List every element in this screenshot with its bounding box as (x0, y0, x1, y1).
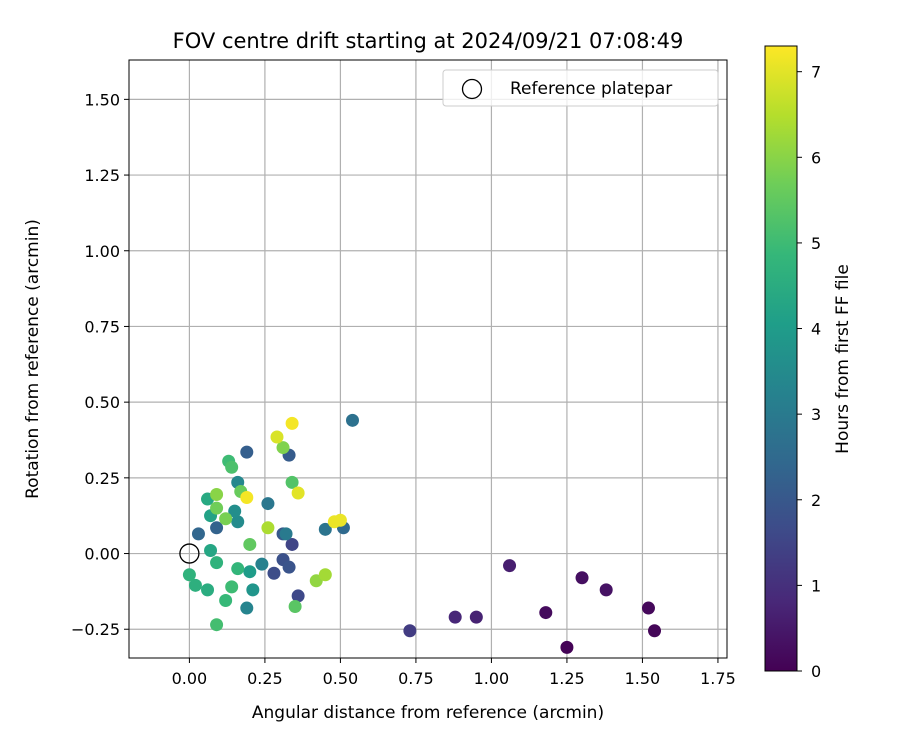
data-point (333, 513, 347, 527)
data-point (188, 578, 202, 592)
data-points (182, 413, 662, 654)
colorbar-tick-label: 1 (811, 576, 821, 595)
data-point (225, 580, 239, 594)
colorbar-label: Hours from first FF file (833, 264, 853, 454)
x-axis-ticks: 0.00 0.25 0.50 0.75 1.00 1.25 1.50 1.75 (172, 658, 736, 688)
data-point (210, 618, 224, 632)
y-axis-label: Rotation from reference (arcmin) (23, 219, 43, 499)
y-tick-label: 0.50 (84, 393, 120, 412)
data-point (285, 416, 299, 430)
y-tick-label: 1.00 (84, 242, 120, 261)
x-tick-label: 0.25 (247, 669, 283, 688)
y-tick-label: 1.50 (84, 90, 120, 109)
data-point (318, 568, 332, 582)
data-point (240, 445, 254, 459)
data-point (255, 557, 269, 571)
data-point (191, 527, 205, 541)
colorbar-tick-label: 2 (811, 491, 821, 510)
data-point (291, 486, 305, 500)
data-point (210, 487, 224, 501)
data-point (243, 537, 257, 551)
x-tick-label: 1.00 (474, 669, 510, 688)
data-point (267, 566, 281, 580)
colorbar: 0 1 2 3 4 5 6 7 Hours from first FF file (764, 45, 853, 681)
x-tick-label: 1.75 (700, 669, 736, 688)
x-tick-label: 0.75 (398, 669, 434, 688)
data-point (448, 610, 462, 624)
data-point (279, 527, 293, 541)
data-point (225, 460, 239, 474)
data-point (282, 560, 296, 574)
data-point (219, 512, 233, 526)
data-point (201, 583, 215, 597)
y-tick-label: 0.75 (84, 317, 120, 336)
x-tick-label: 0.00 (172, 669, 208, 688)
colorbar-tick-label: 5 (811, 234, 821, 253)
x-tick-label: 1.25 (549, 669, 585, 688)
data-point (240, 491, 254, 505)
data-point (291, 589, 305, 603)
y-axis-ticks: −0.25 0.00 0.25 0.50 0.75 1.00 1.25 1.50 (71, 90, 129, 639)
legend-label: Reference platepar (510, 79, 672, 99)
data-point (648, 624, 662, 638)
legend: Reference platepar (442, 69, 719, 107)
data-point (219, 593, 233, 607)
data-point (261, 521, 275, 535)
y-tick-label: 0.00 (84, 545, 120, 564)
plot-frame (128, 59, 728, 659)
data-point (469, 610, 483, 624)
data-point (210, 501, 224, 515)
colorbar-frame (764, 45, 798, 672)
data-point (599, 583, 613, 597)
colorbar-tick-label: 0 (811, 662, 821, 681)
chart-title: FOV centre drift starting at 2024/09/21 … (173, 29, 684, 53)
data-point (345, 413, 359, 427)
data-point (231, 515, 245, 529)
y-tick-label: 1.25 (84, 166, 120, 185)
data-point (243, 565, 257, 579)
data-point (276, 441, 290, 455)
plot-area (129, 60, 727, 658)
x-tick-label: 0.50 (323, 669, 359, 688)
x-tick-label: 1.50 (625, 669, 661, 688)
data-point (210, 556, 224, 570)
reference-marker-layer (179, 543, 200, 564)
data-point (270, 430, 284, 444)
data-point (246, 583, 260, 597)
data-point (285, 475, 299, 489)
colorbar-gradient (765, 46, 797, 671)
data-point (403, 624, 417, 638)
data-point (182, 568, 196, 582)
y-tick-label: 0.25 (84, 469, 120, 488)
x-axis-label: Angular distance from reference (arcmin) (252, 703, 604, 723)
colorbar-ticks: 0 1 2 3 4 5 6 7 (797, 63, 821, 681)
colorbar-tick-label: 6 (811, 148, 821, 167)
y-tick-label: −0.25 (71, 620, 120, 639)
data-point (285, 537, 299, 551)
data-point (231, 562, 245, 576)
data-point (560, 640, 574, 654)
colorbar-tick-label: 7 (811, 63, 821, 82)
data-point (261, 497, 275, 511)
data-point (240, 601, 254, 615)
data-point (228, 504, 242, 518)
colorbar-tick-label: 4 (811, 320, 821, 339)
data-point (503, 559, 517, 573)
data-point (641, 601, 655, 615)
data-point (539, 606, 553, 620)
colorbar-tick-label: 3 (811, 405, 821, 424)
legend-box (442, 69, 719, 107)
data-point (210, 521, 224, 535)
data-point (575, 571, 589, 585)
legend-marker-open-circle (461, 78, 483, 100)
data-point (204, 544, 218, 558)
data-point (318, 522, 332, 536)
reference-platepar-marker (179, 543, 200, 564)
data-point (288, 600, 302, 614)
